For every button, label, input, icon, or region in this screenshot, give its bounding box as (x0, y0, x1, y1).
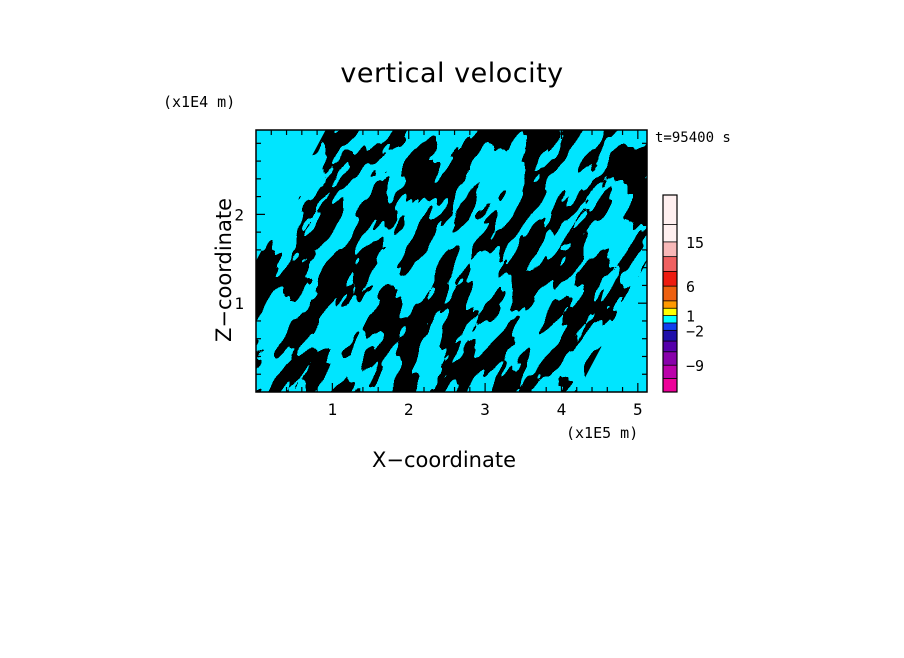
colorbar-segment (663, 300, 677, 309)
x-axis-label: X−coordinate (372, 448, 516, 472)
colorbar-segment (663, 308, 677, 316)
colorbar-segment (663, 330, 677, 342)
colorbar-segment (663, 256, 677, 272)
colorbar-segment (663, 351, 677, 366)
colorbar-label: −2 (686, 322, 704, 340)
colorbar-segment (663, 271, 677, 287)
chart-title: vertical velocity (340, 58, 564, 89)
colorbar-label: −9 (686, 357, 704, 375)
y-tick-label: 2 (234, 205, 244, 224)
y-axis-label: Z−coordinate (212, 198, 236, 342)
colorbar-segment (663, 241, 677, 257)
plot-frame (255, 129, 648, 393)
colorbar-segment (663, 315, 677, 323)
colorbar-label: 6 (686, 278, 695, 296)
y-tick-label: 1 (234, 294, 244, 313)
x-tick-label: 5 (633, 400, 643, 419)
colorbar-segment (663, 286, 677, 301)
x-tick-label: 3 (480, 400, 490, 419)
colorbar-segment (663, 195, 677, 225)
x-tick-label: 1 (328, 400, 338, 419)
colorbar-segment (663, 224, 677, 242)
colorbar-segment (663, 322, 677, 331)
field-positive-region (256, 130, 647, 392)
x-tick-label: 4 (557, 400, 567, 419)
colorbar-label: 1 (686, 308, 695, 326)
y-axis-unit: (x1E4 m) (163, 93, 236, 111)
colorbar-segment (663, 365, 677, 379)
x-tick-label: 2 (404, 400, 414, 419)
time-label: t=95400 s (655, 130, 731, 146)
colorbar-segment (663, 341, 677, 352)
colorbar-segment (663, 378, 677, 392)
colorbar-label: 15 (686, 234, 704, 252)
x-axis-unit: (x1E5 m) (566, 424, 639, 442)
colorbar-frame (662, 194, 678, 393)
